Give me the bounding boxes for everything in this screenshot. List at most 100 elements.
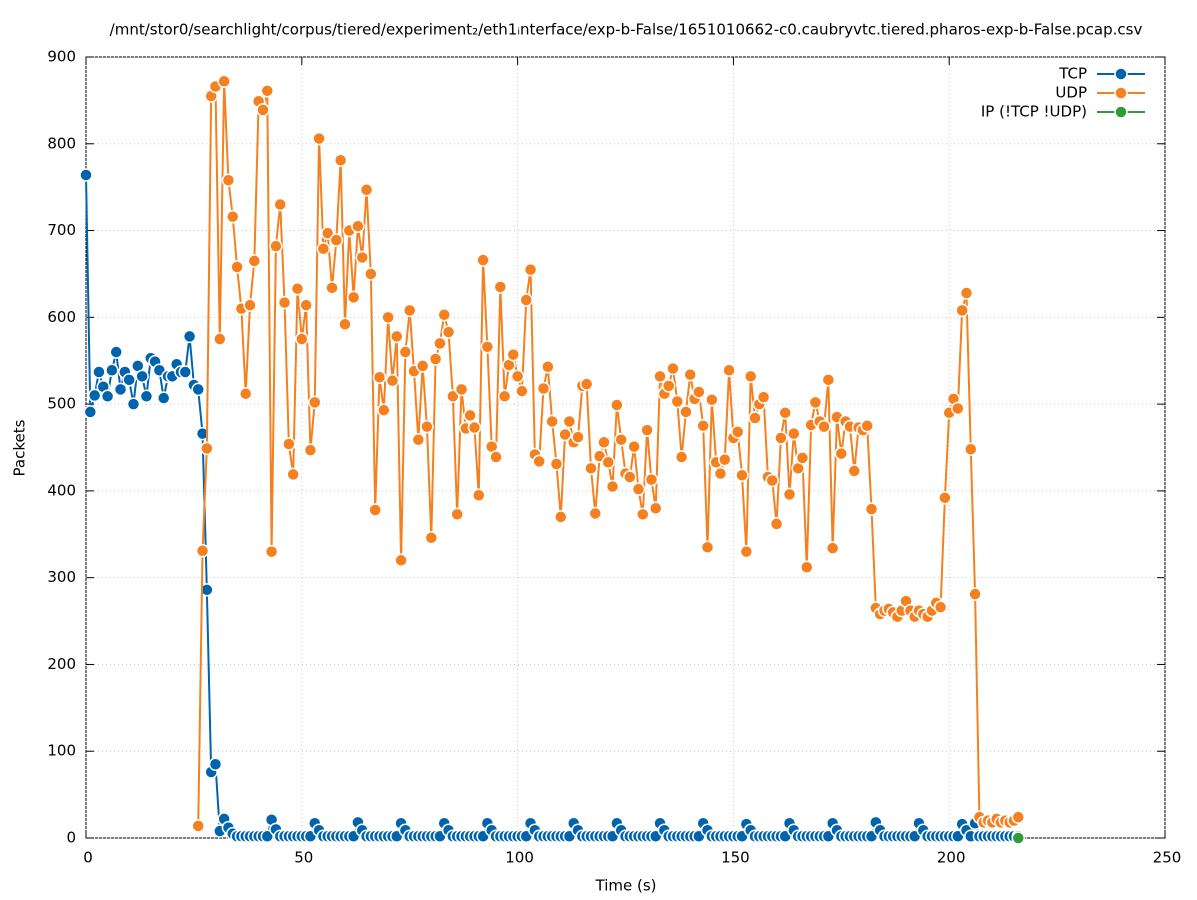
legend-marker — [1114, 105, 1128, 119]
data-point — [666, 361, 680, 376]
data-point — [674, 450, 689, 464]
data-point — [316, 242, 331, 256]
data-point — [588, 506, 603, 521]
y-tick-label: 700 — [47, 221, 76, 239]
data-point — [653, 369, 667, 384]
data-point — [277, 295, 292, 310]
data-point — [320, 226, 335, 240]
data-point — [437, 307, 451, 322]
data-point — [269, 239, 283, 253]
data-point — [860, 419, 874, 433]
data-point — [359, 183, 374, 197]
data-point — [640, 423, 654, 437]
data-point — [191, 819, 205, 833]
data-point — [679, 405, 693, 419]
data-point — [415, 359, 430, 373]
data-point — [847, 464, 861, 478]
data-point — [722, 363, 736, 378]
data-point — [100, 389, 115, 404]
legend-label: TCP — [1058, 65, 1087, 83]
data-point — [558, 427, 572, 442]
data-point — [372, 370, 387, 384]
data-point — [113, 382, 128, 397]
chart-title: /mnt/stor0/searchlight/corpus/tiered/exp… — [110, 21, 1143, 39]
data-point — [333, 153, 348, 168]
data-point — [256, 103, 270, 117]
legend-marker — [1114, 67, 1128, 81]
data-point — [286, 467, 300, 482]
data-point — [817, 419, 831, 434]
data-point — [441, 325, 456, 339]
data-point — [718, 452, 732, 467]
data-point — [648, 501, 663, 515]
x-tick-label: 0 — [83, 849, 93, 867]
data-point — [506, 347, 521, 362]
data-point — [614, 432, 628, 447]
data-point — [446, 389, 460, 404]
data-point — [398, 345, 413, 359]
data-point — [959, 286, 974, 300]
data-point — [735, 468, 749, 483]
y-tick-label: 200 — [47, 655, 76, 673]
data-point — [610, 398, 624, 412]
data-point — [126, 397, 141, 411]
data-point — [951, 401, 965, 416]
data-point — [351, 219, 365, 233]
x-tick-label: 200 — [937, 849, 966, 867]
data-point — [200, 583, 214, 597]
data-point — [476, 253, 490, 267]
data-point — [260, 84, 275, 98]
data-point — [756, 390, 771, 404]
data-point — [385, 373, 400, 388]
data-point — [705, 393, 719, 407]
data-point — [480, 340, 495, 354]
data-point — [156, 391, 171, 405]
data-point — [329, 233, 344, 247]
data-point — [631, 482, 646, 496]
data-point — [864, 502, 879, 516]
legend-label: IP (!TCP !UDP) — [981, 103, 1087, 121]
data-point — [627, 439, 641, 454]
data-point — [135, 369, 149, 384]
data-point — [933, 600, 948, 614]
data-point — [230, 260, 244, 274]
data-point — [1011, 810, 1026, 824]
data-point — [221, 173, 236, 187]
y-tick-label: 0 — [66, 829, 76, 847]
data-point — [579, 377, 594, 391]
data-point — [472, 488, 486, 502]
data-point — [307, 395, 322, 410]
data-point — [795, 451, 810, 465]
data-point — [139, 389, 154, 404]
data-point — [644, 472, 659, 487]
data-point — [636, 507, 650, 522]
data-point — [489, 450, 503, 464]
data-point — [782, 487, 797, 502]
data-point — [260, 829, 275, 844]
data-point — [787, 426, 801, 441]
legend-label: UDP — [1055, 84, 1087, 102]
data-point — [597, 435, 611, 450]
x-tick-label: 100 — [505, 849, 534, 867]
data-point — [273, 197, 287, 212]
data-point — [713, 466, 728, 481]
data-point — [700, 540, 715, 555]
y-tick-label: 300 — [47, 568, 76, 586]
y-tick-label: 500 — [47, 395, 76, 413]
data-point — [769, 517, 784, 531]
data-point — [390, 329, 404, 344]
data-point — [692, 385, 706, 399]
x-tick-label: 50 — [294, 849, 313, 867]
data-point — [303, 443, 318, 457]
data-point — [355, 250, 369, 265]
data-point — [584, 461, 598, 476]
data-point — [217, 74, 231, 89]
data-point — [195, 544, 210, 558]
data-point — [433, 336, 447, 351]
data-point — [299, 298, 313, 312]
data-point — [264, 544, 279, 559]
data-point — [247, 254, 262, 268]
data-point — [428, 352, 443, 366]
data-point — [467, 420, 482, 435]
